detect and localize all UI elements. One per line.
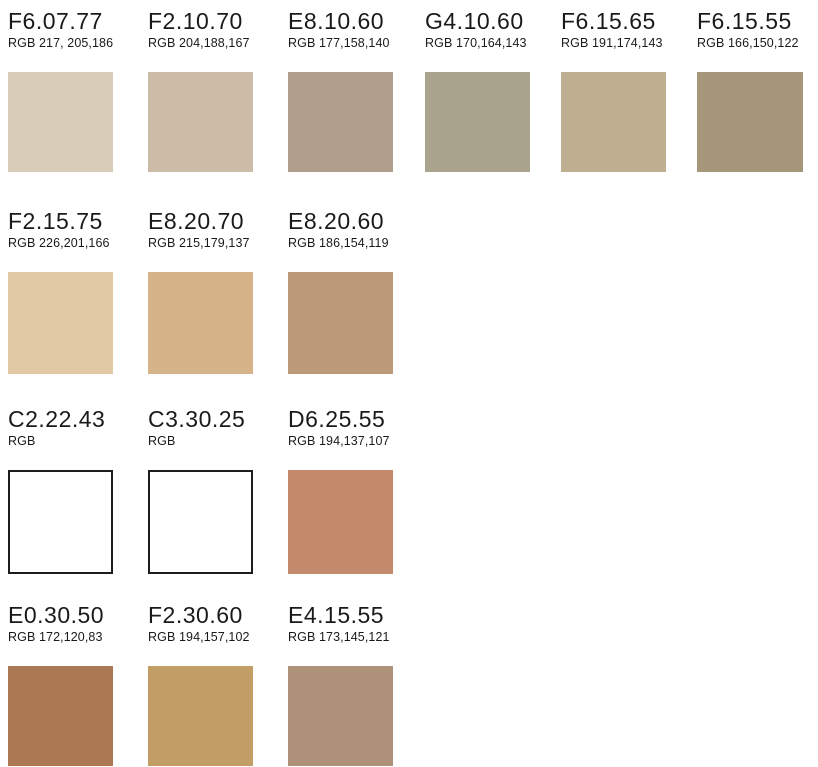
swatch-rgb-label: RGB 215,179,137: [148, 236, 250, 250]
swatch-code: G4.10.60: [425, 8, 524, 34]
color-chip: [148, 666, 253, 766]
swatch-card: C3.30.25 RGB: [148, 406, 284, 574]
swatch-card: G4.10.60 RGB 170,164,143: [425, 8, 561, 172]
swatch-card: F6.15.65 RGB 191,174,143: [561, 8, 697, 172]
swatch-rgb-label: RGB 217, 205,186: [8, 36, 114, 50]
color-chip: [288, 72, 393, 172]
color-chip: [148, 72, 253, 172]
swatch-code: F2.10.70: [148, 8, 243, 34]
color-chip: [561, 72, 666, 172]
color-chip: [8, 72, 113, 172]
swatch-code: C2.22.43: [8, 406, 106, 432]
swatch-card: C2.22.43 RGB: [8, 406, 144, 574]
swatch-code: E8.10.60: [288, 8, 385, 34]
swatch-card: F6.07.77 RGB 217, 205,186: [8, 8, 144, 172]
swatch-code: C3.30.25: [148, 406, 246, 432]
swatch-card: E4.15.55 RGB 173,145,121: [288, 602, 424, 766]
swatch-rgb-label: RGB 194,137,107: [288, 434, 390, 448]
color-chip: [148, 470, 253, 574]
swatch-card: F2.30.60 RGB 194,157,102: [148, 602, 284, 766]
swatch-code: E4.15.55: [288, 602, 385, 628]
swatch-rgb-label: RGB 194,157,102: [148, 630, 250, 644]
swatch-rgb-label: RGB: [8, 434, 36, 448]
swatch-card: E0.30.50 RGB 172,120,83: [8, 602, 144, 766]
swatch-code: E8.20.60: [288, 208, 385, 234]
swatch-rgb-label: RGB 177,158,140: [288, 36, 390, 50]
swatch-card: F6.15.55 RGB 166,150,122: [697, 8, 818, 172]
color-chip: [8, 470, 113, 574]
color-chip: [288, 666, 393, 766]
swatch-rgb-label: RGB 173,145,121: [288, 630, 390, 644]
color-chip: [288, 470, 393, 574]
swatch-code: F6.07.77: [8, 8, 103, 34]
swatch-code: F6.15.65: [561, 8, 656, 34]
swatch-card: D6.25.55 RGB 194,137,107: [288, 406, 424, 574]
swatch-code: F2.30.60: [148, 602, 243, 628]
swatch-rgb-label: RGB 226,201,166: [8, 236, 110, 250]
swatch-card: E8.20.60 RGB 186,154,119: [288, 208, 424, 374]
swatch-code: E0.30.50: [8, 602, 105, 628]
swatch-card: F2.10.70 RGB 204,188,167: [148, 8, 284, 172]
color-chip: [425, 72, 530, 172]
swatch-rgb-label: RGB 170,164,143: [425, 36, 527, 50]
swatch-rgb-label: RGB 191,174,143: [561, 36, 663, 50]
swatch-card: E8.20.70 RGB 215,179,137: [148, 208, 284, 374]
swatch-card: F2.15.75 RGB 226,201,166: [8, 208, 144, 374]
swatch-rgb-label: RGB 204,188,167: [148, 36, 250, 50]
color-chip: [148, 272, 253, 374]
swatch-rgb-label: RGB 166,150,122: [697, 36, 799, 50]
swatch-card: E8.10.60 RGB 177,158,140: [288, 8, 424, 172]
swatch-code: D6.25.55: [288, 406, 386, 432]
swatch-code: F2.15.75: [8, 208, 103, 234]
swatch-rgb-label: RGB 172,120,83: [8, 630, 103, 644]
color-chip: [697, 72, 803, 172]
color-chip: [288, 272, 393, 374]
color-chip: [8, 272, 113, 374]
color-chip: [8, 666, 113, 766]
swatch-rgb-label: RGB 186,154,119: [288, 236, 389, 250]
swatch-code: E8.20.70: [148, 208, 245, 234]
swatch-rgb-label: RGB: [148, 434, 176, 448]
swatch-code: F6.15.55: [697, 8, 792, 34]
